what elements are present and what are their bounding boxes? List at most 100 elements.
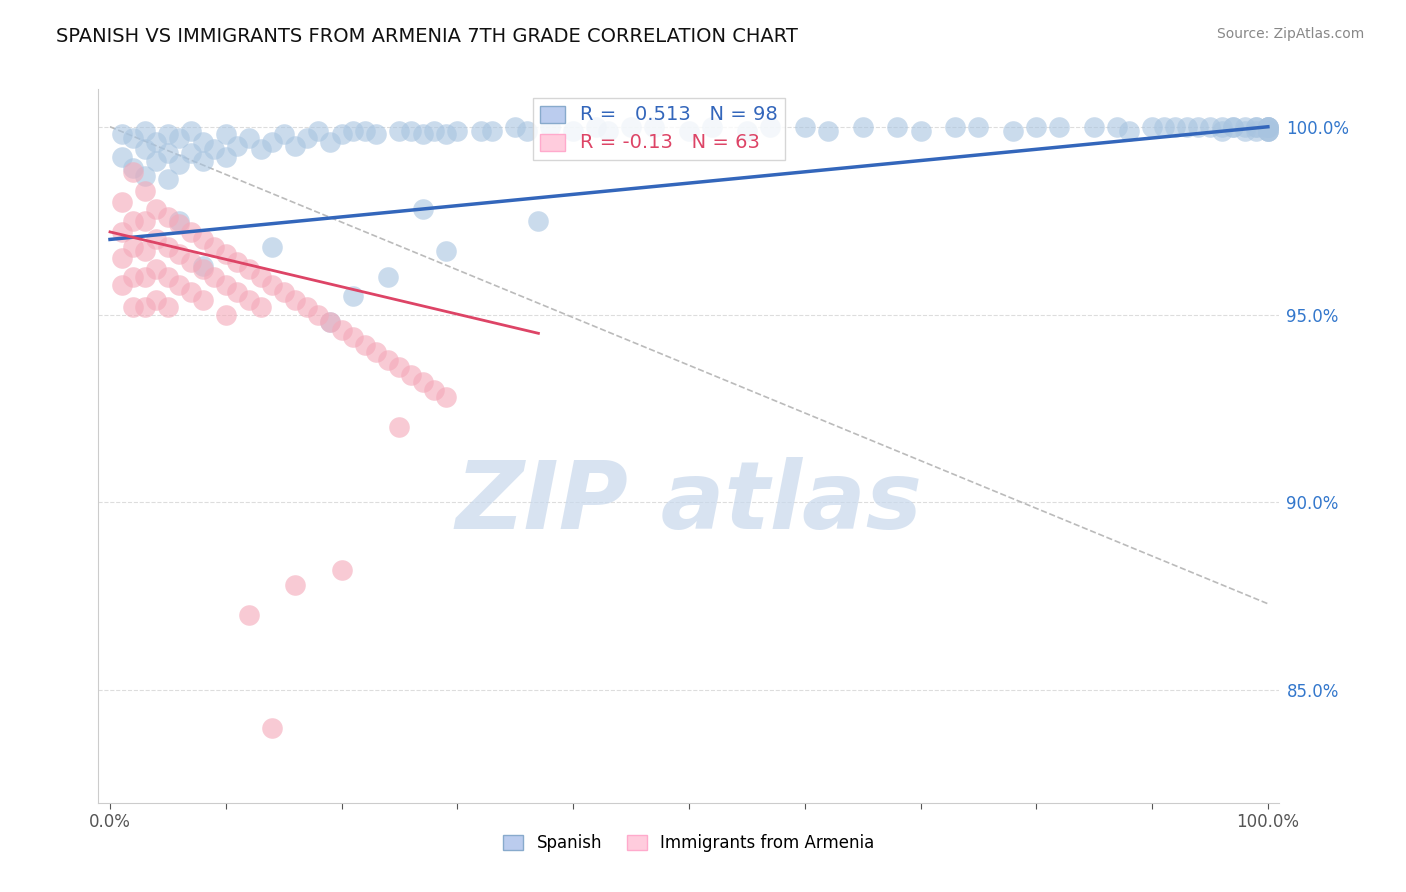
- Point: [1211, 120, 1233, 134]
- Point: [284, 578, 307, 592]
- Point: [215, 247, 238, 261]
- Point: [238, 262, 260, 277]
- Point: [759, 120, 782, 134]
- Point: [180, 255, 202, 269]
- Point: [307, 308, 329, 322]
- Point: [156, 300, 179, 314]
- Point: [191, 259, 214, 273]
- Point: [1233, 123, 1256, 137]
- Point: [145, 232, 167, 246]
- Point: [678, 123, 700, 137]
- Point: [446, 123, 468, 137]
- Point: [180, 285, 202, 299]
- Point: [262, 135, 284, 149]
- Point: [319, 315, 342, 329]
- Point: [1257, 123, 1279, 137]
- Point: [353, 123, 375, 137]
- Point: [886, 120, 908, 134]
- Point: [1083, 120, 1105, 134]
- Point: [1187, 120, 1209, 134]
- Point: [319, 315, 342, 329]
- Point: [1025, 120, 1047, 134]
- Point: [169, 247, 191, 261]
- Point: [122, 131, 145, 145]
- Point: [191, 262, 214, 277]
- Point: [1246, 120, 1268, 134]
- Point: [215, 128, 238, 142]
- Point: [156, 240, 179, 254]
- Point: [110, 251, 132, 265]
- Point: [538, 120, 561, 134]
- Point: [399, 123, 422, 137]
- Point: [412, 375, 434, 389]
- Point: [366, 345, 388, 359]
- Point: [215, 277, 238, 292]
- Point: [1246, 123, 1268, 137]
- Point: [1257, 123, 1279, 137]
- Point: [284, 138, 307, 153]
- Text: ZIP atlas: ZIP atlas: [456, 457, 922, 549]
- Point: [516, 123, 538, 137]
- Point: [643, 120, 665, 134]
- Point: [388, 123, 411, 137]
- Point: [1175, 120, 1198, 134]
- Point: [817, 123, 839, 137]
- Point: [330, 322, 353, 336]
- Point: [377, 352, 399, 367]
- Point: [1257, 120, 1279, 134]
- Point: [620, 120, 643, 134]
- Point: [134, 184, 156, 198]
- Point: [122, 161, 145, 175]
- Point: [585, 120, 607, 134]
- Point: [191, 153, 214, 168]
- Point: [215, 308, 238, 322]
- Point: [1211, 123, 1233, 137]
- Point: [238, 607, 260, 622]
- Point: [377, 270, 399, 285]
- Point: [134, 270, 156, 285]
- Point: [596, 123, 619, 137]
- Point: [399, 368, 422, 382]
- Point: [122, 300, 145, 314]
- Point: [434, 390, 457, 404]
- Point: [1233, 120, 1256, 134]
- Point: [145, 262, 167, 277]
- Point: [412, 202, 434, 217]
- Point: [527, 213, 550, 227]
- Point: [342, 123, 364, 137]
- Point: [180, 123, 202, 137]
- Point: [793, 120, 815, 134]
- Point: [249, 270, 271, 285]
- Point: [191, 135, 214, 149]
- Point: [342, 330, 364, 344]
- Point: [110, 194, 132, 209]
- Point: [342, 289, 364, 303]
- Point: [262, 240, 284, 254]
- Point: [295, 131, 318, 145]
- Point: [238, 131, 260, 145]
- Point: [110, 128, 132, 142]
- Point: [388, 420, 411, 434]
- Point: [215, 150, 238, 164]
- Point: [156, 128, 179, 142]
- Point: [1257, 120, 1279, 134]
- Point: [852, 120, 875, 134]
- Point: [134, 300, 156, 314]
- Point: [1140, 120, 1163, 134]
- Point: [156, 210, 179, 224]
- Point: [262, 721, 284, 735]
- Point: [156, 146, 179, 161]
- Point: [1107, 120, 1129, 134]
- Point: [1246, 120, 1268, 134]
- Point: [202, 142, 225, 156]
- Point: [1222, 120, 1244, 134]
- Point: [1118, 123, 1140, 137]
- Point: [273, 128, 295, 142]
- Point: [134, 213, 156, 227]
- Point: [423, 123, 446, 137]
- Point: [1257, 120, 1279, 134]
- Point: [1153, 120, 1175, 134]
- Point: [1257, 123, 1279, 137]
- Point: [330, 563, 353, 577]
- Point: [156, 270, 179, 285]
